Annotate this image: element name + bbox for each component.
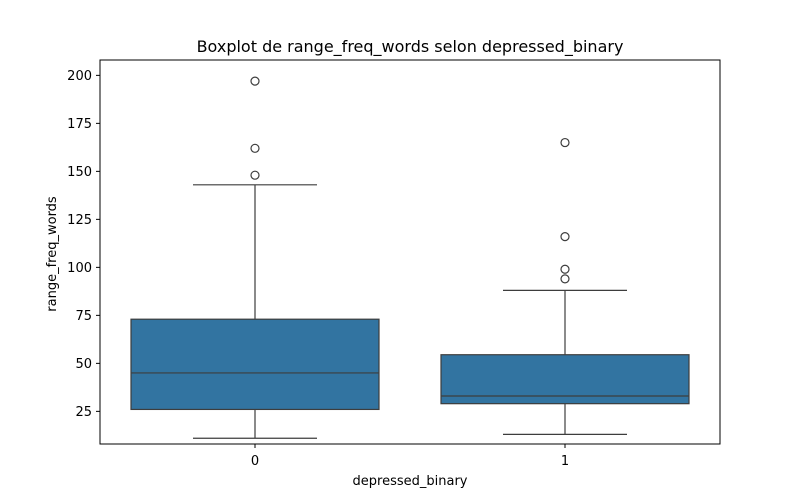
y-tick-label: 75 — [75, 309, 92, 324]
outlier-point — [560, 264, 570, 274]
outlier-point — [560, 274, 570, 284]
chart-title: Boxplot de range_freq_words selon depres… — [197, 37, 624, 57]
x-tick-label: 0 — [251, 454, 259, 469]
iqr-box — [130, 318, 380, 411]
box-group-0 — [130, 76, 380, 439]
x-tick-label: 1 — [561, 454, 569, 469]
y-tick-label: 150 — [67, 165, 92, 180]
y-axis-label: range_freq_words — [45, 196, 60, 312]
x-axis-label: depressed_binary — [353, 474, 468, 489]
outlier-point — [560, 232, 570, 242]
outlier-point — [560, 137, 570, 148]
plot-frame — [99, 59, 721, 445]
box-group-1 — [440, 137, 690, 435]
y-tick-label: 50 — [75, 357, 92, 372]
outlier-point — [250, 170, 260, 180]
y-tick-label: 200 — [67, 69, 92, 84]
plot-area — [130, 76, 690, 439]
y-tick-label: 125 — [67, 213, 92, 228]
outlier-point — [250, 143, 260, 153]
y-tick-label: 175 — [67, 117, 92, 132]
outlier-point — [250, 76, 260, 86]
y-tick-label: 100 — [67, 261, 92, 276]
y-tick-label: 25 — [75, 405, 92, 420]
